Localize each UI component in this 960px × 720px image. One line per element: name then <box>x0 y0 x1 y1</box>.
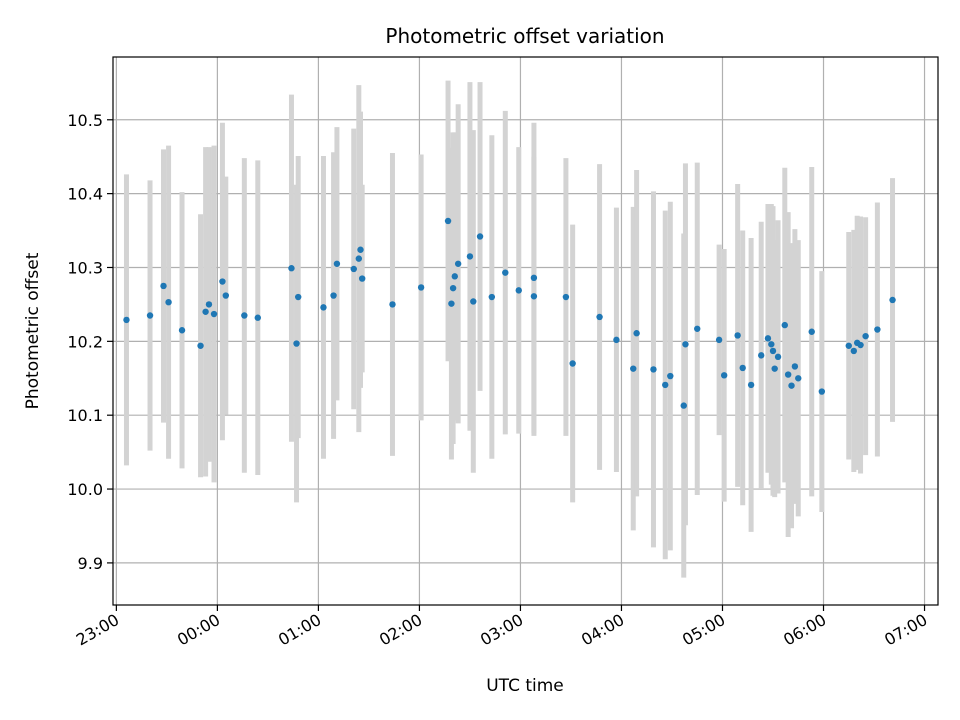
data-point <box>857 341 864 349</box>
y-axis-ticks: 9.9 10.0 10.1 10.2 10.3 10.4 10.5 <box>67 111 113 573</box>
chart-title: Photometric offset variation <box>385 24 664 48</box>
data-point <box>330 292 337 299</box>
data-point <box>222 292 230 299</box>
data-point <box>734 332 741 339</box>
data-point <box>295 293 302 301</box>
data-point <box>254 314 261 321</box>
y-tick-label: 10.2 <box>67 332 103 351</box>
data-point <box>720 372 728 379</box>
y-tick-label: 10.3 <box>67 258 103 277</box>
y-axis-label: Photometric offset <box>23 252 43 409</box>
data-point <box>488 293 496 301</box>
data-point <box>680 402 687 409</box>
data-point <box>417 284 425 291</box>
data-point <box>562 293 570 301</box>
data-point <box>333 260 341 267</box>
data-point <box>862 332 869 340</box>
data-point <box>357 246 364 253</box>
data-point <box>808 328 815 335</box>
data-point <box>320 304 327 311</box>
data-point <box>160 282 167 290</box>
y-tick-label: 10.5 <box>67 111 103 130</box>
data-point <box>293 340 300 347</box>
data-point <box>202 308 209 315</box>
y-tick-label: 10.1 <box>67 406 103 425</box>
data-point <box>466 253 474 260</box>
data-points <box>123 217 896 409</box>
data-point <box>747 381 755 389</box>
data-point <box>630 365 637 372</box>
data-point <box>358 275 366 282</box>
data-point <box>845 342 852 349</box>
data-point <box>448 300 455 307</box>
data-point <box>791 363 799 370</box>
data-point <box>667 372 674 380</box>
plot-frame <box>112 56 939 606</box>
data-point <box>774 353 782 361</box>
data-point <box>449 284 457 292</box>
data-point <box>515 287 522 294</box>
data-point <box>350 265 357 273</box>
data-point <box>596 313 603 321</box>
data-point <box>123 316 130 324</box>
data-point <box>288 265 295 272</box>
data-point <box>197 342 204 349</box>
data-point <box>219 278 226 285</box>
data-point <box>444 217 452 225</box>
data-point <box>502 269 509 276</box>
data-point <box>795 375 802 382</box>
data-point <box>241 312 248 319</box>
data-point <box>205 301 213 308</box>
data-point <box>569 360 576 367</box>
data-point <box>355 255 363 262</box>
data-point <box>768 341 775 348</box>
data-point <box>771 365 778 372</box>
data-point <box>850 347 858 355</box>
data-point <box>451 273 458 280</box>
data-point <box>682 341 689 348</box>
y-tick-label: 10.0 <box>67 480 103 499</box>
data-point <box>781 321 788 329</box>
data-point <box>739 364 746 372</box>
data-point <box>662 381 669 389</box>
y-tick-label: 10.4 <box>67 185 103 204</box>
data-point <box>178 327 186 334</box>
data-point <box>889 296 896 304</box>
data-point <box>530 293 538 300</box>
data-point <box>715 336 723 344</box>
data-point <box>165 298 172 306</box>
data-point <box>788 382 795 389</box>
data-point <box>769 347 777 355</box>
y-tick-label: 9.9 <box>78 554 103 573</box>
data-point <box>694 325 701 332</box>
data-point <box>764 335 772 342</box>
data-point <box>784 371 792 378</box>
data-point <box>633 330 640 337</box>
data-point <box>146 312 154 319</box>
data-point <box>650 366 657 373</box>
data-point <box>476 233 484 240</box>
data-point <box>874 326 881 333</box>
data-point <box>454 260 462 267</box>
data-point <box>758 352 765 359</box>
data-point <box>210 310 218 318</box>
data-point <box>818 388 826 395</box>
data-point <box>470 298 477 305</box>
x-axis-label: UTC time <box>486 676 564 696</box>
data-point <box>613 336 620 344</box>
data-point <box>530 274 538 282</box>
data-point <box>389 301 396 308</box>
